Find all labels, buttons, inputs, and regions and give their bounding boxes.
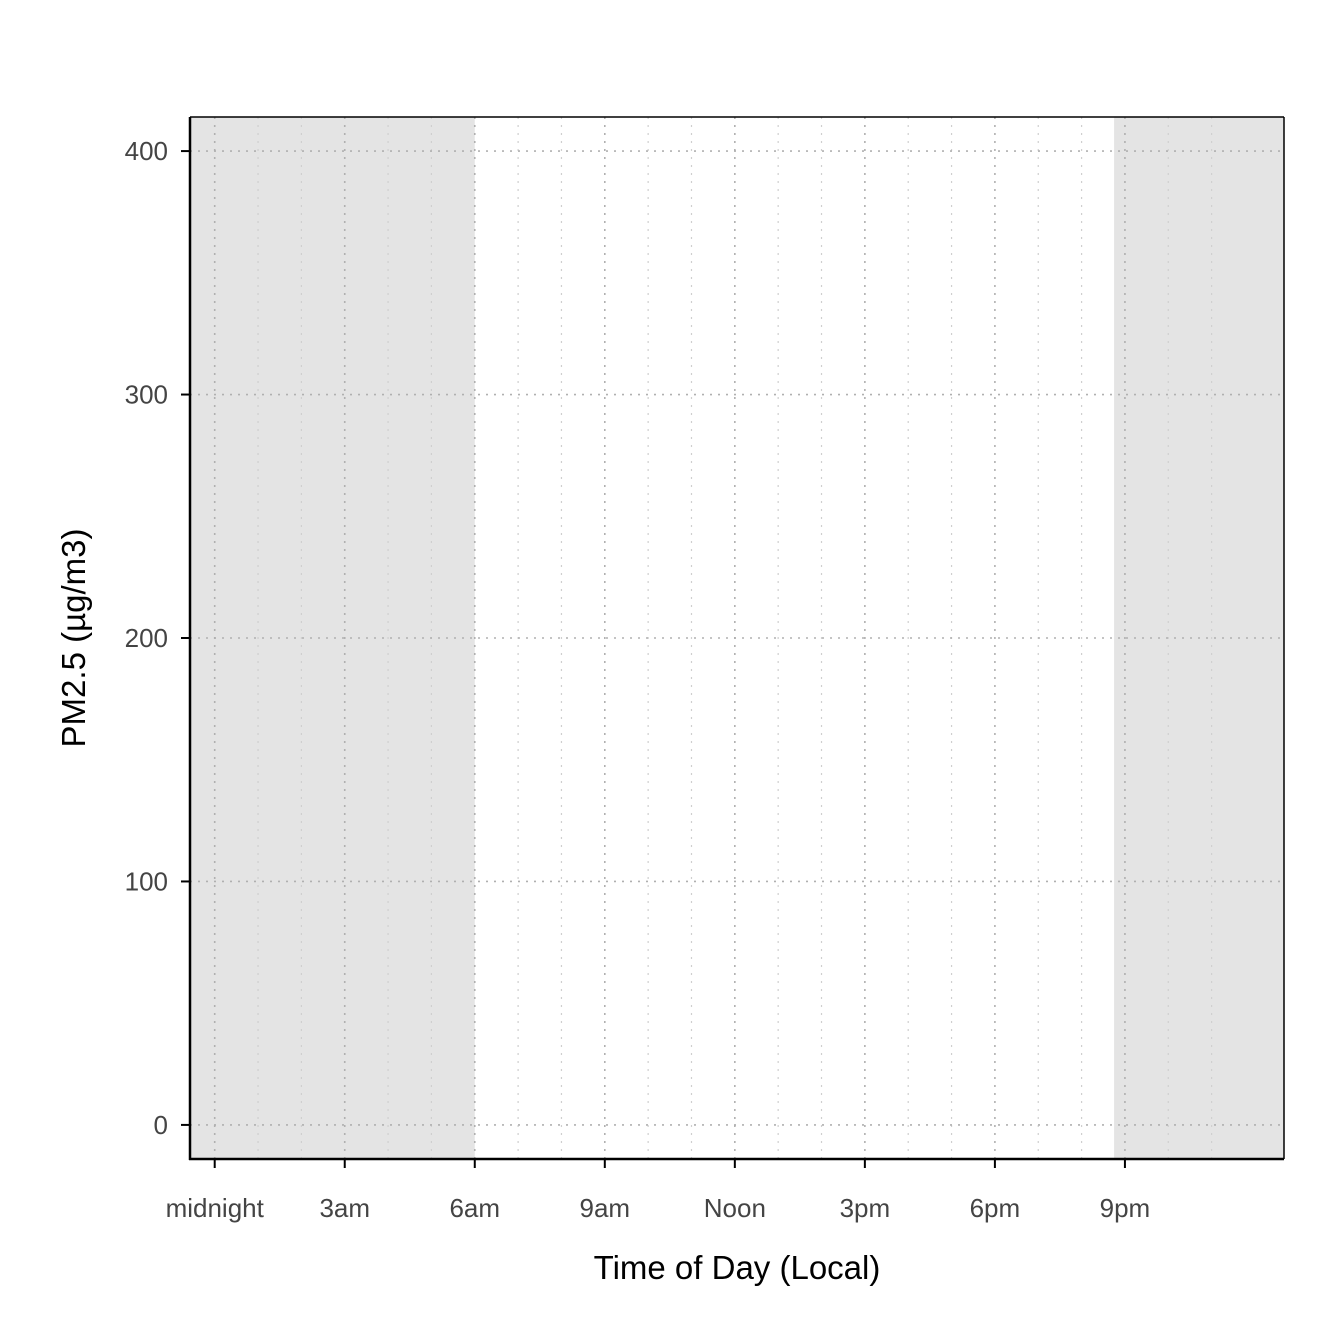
x-tick-label: Noon <box>704 1193 766 1223</box>
y-tick-label: 400 <box>125 136 168 166</box>
night-band-1 <box>190 117 475 1159</box>
y-tick-label: 100 <box>125 866 168 896</box>
y-tick-label: 200 <box>125 623 168 653</box>
x-tick-label: 6am <box>449 1193 500 1223</box>
x-tick-label: 3am <box>319 1193 370 1223</box>
grid-layer <box>190 117 1284 1159</box>
x-tick-label: 9pm <box>1100 1193 1151 1223</box>
x-tick-label: midnight <box>166 1193 265 1223</box>
y-axis-title: PM2.5 (µg/m3) <box>55 529 92 748</box>
x-tick-label: 6pm <box>970 1193 1021 1223</box>
x-tick-label: 3pm <box>840 1193 891 1223</box>
y-tick-label: 0 <box>154 1110 168 1140</box>
tick-labels-layer: midnight 3am 6am 9am Noon 3pm 6pm 9pm 0 100 200 300… <box>125 136 1151 1223</box>
y-tick-label: 300 <box>125 380 168 410</box>
x-tick-label: 9am <box>580 1193 631 1223</box>
x-axis-title: Time of Day (Local) <box>594 1249 881 1286</box>
axes-layer <box>181 116 1285 1168</box>
